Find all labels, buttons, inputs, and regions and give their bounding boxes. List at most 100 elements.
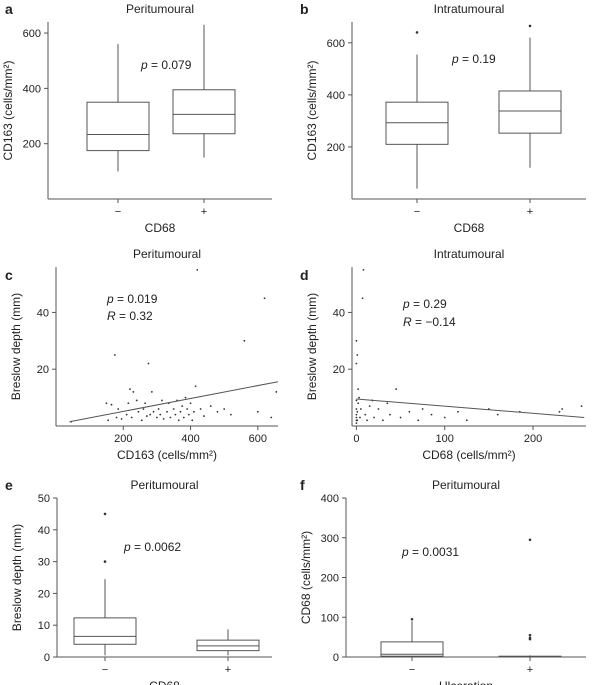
category-label: − xyxy=(409,664,415,676)
y-tick-label: 10 xyxy=(38,620,50,632)
scatter-point xyxy=(358,396,360,399)
scatter-point xyxy=(357,402,360,405)
scatter-point xyxy=(243,339,246,342)
scatter-point xyxy=(156,416,158,419)
scatter-point xyxy=(356,354,359,356)
x-axis-label: CD68 xyxy=(149,679,180,685)
scatter-point xyxy=(187,413,190,416)
y-axis-label: CD163 (cells/mm²) xyxy=(1,60,15,160)
scatter-point xyxy=(270,416,273,419)
scatter-point xyxy=(359,408,362,410)
scatter-point xyxy=(110,403,113,406)
scatter-point xyxy=(263,297,266,300)
scatter-point xyxy=(421,408,424,410)
box-negative xyxy=(380,617,444,657)
y-axis-label: Breslow depth (mm) xyxy=(10,524,24,631)
scatter-point xyxy=(161,399,163,402)
iqr-box xyxy=(498,90,562,134)
panel-c: c Peritumoural 20 40 Breslow depth (mm) CD163… xyxy=(5,247,279,462)
panel-letter: b xyxy=(300,1,309,17)
scatter-point xyxy=(275,391,278,393)
box-positive xyxy=(498,538,562,658)
scatter-point xyxy=(140,419,143,422)
scatter-point xyxy=(361,297,364,300)
panel-letter: a xyxy=(5,1,13,17)
iqr-box xyxy=(172,89,236,135)
y-tick-label: 400 xyxy=(327,90,345,102)
scatter-point xyxy=(561,408,564,410)
y-tick-label: 200 xyxy=(321,573,339,585)
scatter-point xyxy=(465,419,468,422)
box-negative xyxy=(385,31,449,189)
panel-title: Peritumoural xyxy=(130,478,198,492)
y-axis-label: CD163 (cells/mm²) xyxy=(305,60,319,160)
scatter-point xyxy=(130,416,133,419)
box-positive xyxy=(196,629,260,656)
scatter-point xyxy=(184,396,187,399)
scatter-point xyxy=(117,408,120,410)
scatter-point xyxy=(113,354,116,356)
scatter-point xyxy=(356,410,359,413)
category-label: − xyxy=(414,206,420,218)
scatter-point xyxy=(162,418,165,420)
x-axis-label: CD68 (cells/mm²) xyxy=(422,448,515,462)
regression-line xyxy=(356,398,585,418)
panel-title: Intratumoural xyxy=(434,247,505,261)
regression-line xyxy=(69,381,279,423)
scatter-point xyxy=(177,419,180,422)
scatter-point xyxy=(199,408,202,410)
scatter-point xyxy=(193,410,195,413)
scatter-point xyxy=(355,399,358,402)
scatter-point xyxy=(169,416,172,419)
scatter-point xyxy=(256,410,259,413)
y-tick-label: 600 xyxy=(327,38,345,50)
scatter-point xyxy=(457,410,459,413)
panel-letter: c xyxy=(5,267,13,283)
y-tick-label: 40 xyxy=(38,525,50,537)
scatter-point xyxy=(157,408,160,410)
scatter-point xyxy=(359,416,361,419)
scatter-point xyxy=(149,413,152,416)
p-value-annotation: p = 0.0062 xyxy=(123,540,181,554)
scatter-point xyxy=(182,416,185,419)
y-tick-label: 50 xyxy=(38,493,50,505)
scatter-point xyxy=(107,419,110,422)
r-value-annotation: R = −0.14 xyxy=(403,315,456,329)
x-tick-label: 100 xyxy=(436,433,454,445)
panel-f: f Peritumoural 0 100 200 300 400 CD68 (cells/mm… xyxy=(299,477,586,685)
scatter-point xyxy=(558,410,561,413)
panel-letter: e xyxy=(5,477,13,493)
category-label: + xyxy=(201,206,207,218)
scatter-point xyxy=(355,422,358,425)
x-axis-label: Ulceration xyxy=(439,679,493,685)
scatter-point xyxy=(357,388,360,390)
scatter-point xyxy=(362,268,365,271)
panel-title: Intratumoural xyxy=(434,2,505,16)
scatter-point xyxy=(377,408,380,410)
scatter-point xyxy=(194,385,197,388)
scatter-point xyxy=(144,402,147,405)
scatter-point xyxy=(147,362,150,365)
panel-title: Peritumoural xyxy=(432,478,500,492)
x-axis-label: CD68 xyxy=(145,221,176,235)
category-label: − xyxy=(102,664,108,676)
iqr-box xyxy=(86,101,150,152)
p-value-annotation: p = 0.19 xyxy=(451,52,496,66)
scatter-point xyxy=(355,408,358,410)
scatter-point xyxy=(145,415,148,417)
scatter-point xyxy=(580,405,583,408)
scatter-point xyxy=(179,410,182,413)
y-tick-label: 300 xyxy=(321,533,339,545)
scatter-point xyxy=(382,419,384,422)
category-label: + xyxy=(527,664,533,676)
scatter-point xyxy=(135,399,138,402)
scatter-point xyxy=(196,268,199,271)
scatter-point xyxy=(105,402,108,405)
scatter-point xyxy=(395,388,398,390)
scatter-point xyxy=(430,413,433,416)
box-negative xyxy=(86,44,150,172)
scatter-point xyxy=(355,416,358,419)
iqr-box xyxy=(385,101,449,145)
y-tick-label: 200 xyxy=(327,142,345,154)
